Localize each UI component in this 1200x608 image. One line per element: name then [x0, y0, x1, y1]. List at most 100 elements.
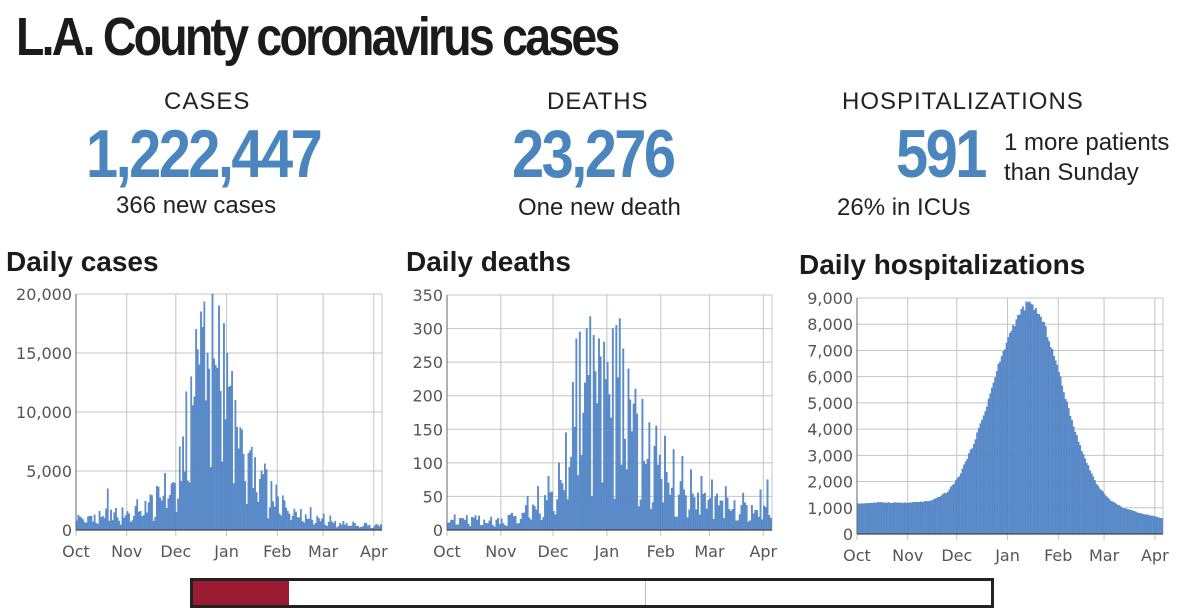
bar	[1112, 501, 1114, 535]
bar	[339, 523, 341, 531]
y-tick-label: 7,000	[807, 341, 853, 360]
bar	[566, 499, 569, 531]
bar	[111, 520, 114, 531]
cases-label: CASES	[164, 88, 251, 115]
bar	[1138, 513, 1140, 535]
bar	[483, 519, 486, 531]
bar	[1080, 451, 1083, 535]
bar	[582, 412, 585, 531]
bar	[1012, 324, 1014, 535]
bar	[599, 356, 602, 531]
bar	[891, 503, 893, 535]
bar	[756, 510, 758, 531]
bar	[1017, 315, 1019, 535]
bar	[152, 521, 155, 531]
y-tick-label: 5,000	[807, 394, 853, 413]
bar	[723, 518, 725, 531]
bar	[380, 524, 382, 531]
bar	[660, 479, 663, 531]
bar	[882, 502, 885, 535]
bar	[173, 482, 176, 531]
bar	[375, 524, 377, 531]
y-tick-label: 15,000	[16, 344, 72, 363]
cases-sub: 366 new cases	[116, 192, 277, 219]
bar	[950, 486, 952, 535]
bar	[1103, 494, 1106, 535]
bar	[1041, 321, 1044, 535]
bar	[1090, 473, 1093, 535]
bar	[564, 432, 567, 531]
bar	[571, 382, 574, 531]
bar	[306, 518, 309, 531]
bar	[254, 457, 256, 531]
bar	[304, 514, 307, 531]
bar	[979, 423, 982, 535]
bar	[278, 513, 281, 531]
bar	[889, 502, 892, 535]
bar	[205, 400, 207, 531]
bar	[457, 524, 460, 531]
bar	[1126, 509, 1129, 535]
bar	[485, 523, 487, 531]
bar	[80, 517, 83, 531]
bar	[263, 463, 266, 531]
bar	[452, 520, 454, 531]
bar	[340, 524, 343, 531]
bar	[514, 516, 517, 531]
bar	[710, 479, 713, 531]
bar	[275, 484, 278, 531]
bar	[465, 515, 468, 531]
bar	[291, 515, 294, 531]
bar	[106, 488, 109, 531]
bar	[234, 400, 237, 531]
bar	[639, 499, 642, 531]
x-tick-label: Mar	[1089, 546, 1120, 565]
bar	[1013, 326, 1016, 535]
bar	[313, 524, 315, 531]
bar	[1110, 501, 1113, 535]
bar	[472, 517, 475, 531]
bar	[584, 382, 586, 531]
bar	[332, 523, 335, 531]
bar	[754, 509, 757, 531]
bar	[876, 502, 879, 535]
hospitalizations-label: HOSPITALIZATIONS	[842, 88, 1084, 115]
x-tick-label: Jan	[594, 542, 620, 561]
bar	[945, 493, 947, 535]
bar	[491, 525, 494, 531]
bar	[133, 515, 135, 531]
bar	[704, 493, 706, 531]
bar	[707, 500, 710, 531]
bar	[193, 396, 196, 531]
bar	[770, 517, 772, 531]
bar	[618, 318, 621, 531]
bar	[237, 448, 240, 531]
bar	[523, 512, 526, 531]
bar	[735, 520, 738, 531]
bar	[1054, 360, 1057, 535]
bar	[726, 497, 729, 531]
bar	[124, 515, 127, 531]
y-tick-label: 200	[412, 387, 443, 406]
bar	[1046, 337, 1049, 535]
bar	[544, 495, 546, 531]
bar	[1023, 310, 1026, 535]
bar	[490, 516, 493, 531]
bar	[97, 523, 99, 531]
bar	[159, 497, 161, 531]
bar	[899, 502, 902, 535]
bar	[101, 516, 104, 531]
bar	[681, 455, 684, 531]
bar	[1062, 392, 1065, 535]
bar	[547, 476, 550, 531]
bar	[1004, 349, 1006, 535]
bar	[208, 368, 211, 531]
x-tick-label: Feb	[647, 542, 675, 561]
bar	[1131, 510, 1134, 535]
bar	[216, 368, 219, 531]
bar	[137, 511, 140, 531]
daily-cases-chart: 0 5,000 10,000 15,000 20,000 Oct Nov Dec Jan Feb M…	[16, 285, 388, 561]
bar	[987, 398, 990, 535]
bar	[497, 517, 500, 531]
bar	[604, 379, 607, 531]
